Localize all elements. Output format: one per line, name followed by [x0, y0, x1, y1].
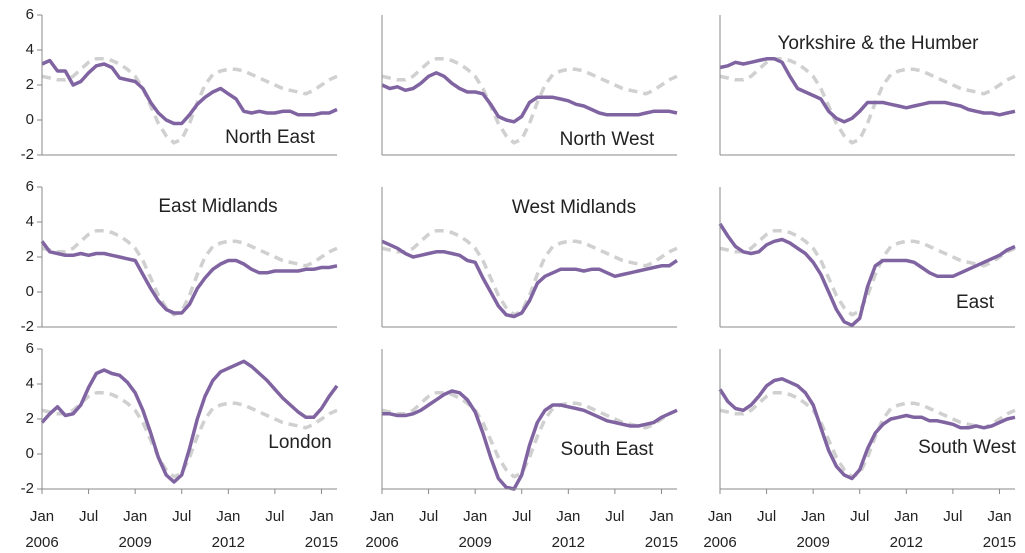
y-tick-label: 4 [26, 213, 34, 230]
x-tick-label: Jan 2012 [890, 508, 923, 551]
series-line [381, 239, 678, 319]
panel-title: East Midlands [158, 196, 277, 217]
series-line [718, 222, 1016, 328]
x-tick-label: Jan 2006 [365, 508, 398, 551]
x-tick-label: Jul [850, 508, 869, 525]
y-tick-label: 6 [26, 6, 34, 23]
x-tick-label: Jul [605, 508, 624, 525]
x-tick-label: Jan 2009 [796, 508, 829, 551]
series-line [40, 359, 339, 484]
y-tick-label: 2 [26, 410, 34, 427]
panel-title: North West [560, 129, 655, 150]
y-tick-label: 0 [26, 445, 34, 462]
series-line [719, 57, 1016, 124]
panel-title: London [268, 432, 331, 453]
series-line [41, 58, 338, 126]
series-line [718, 377, 1016, 481]
y-tick-label: -2 [21, 318, 34, 335]
x-tick-label: Jul [265, 508, 284, 525]
x-tick-label: Jan 2009 [118, 508, 151, 551]
y-tick-label: 4 [26, 375, 34, 392]
x-tick-label: Jan 2012 [212, 508, 245, 551]
y-tick-label: 6 [26, 340, 34, 357]
y-tick-label: 2 [26, 76, 34, 93]
x-tick-label: Jul [757, 508, 776, 525]
y-tick-label: 0 [26, 283, 34, 300]
panel-title: Yorkshire & the Humber [777, 33, 979, 54]
x-tick-label: Jan 2006 [703, 508, 736, 551]
reference-line [719, 391, 1016, 479]
x-tick-label: Jan 2015 [645, 508, 678, 551]
x-tick-label: Jul [79, 508, 98, 525]
y-tick-label: 6 [26, 178, 34, 195]
x-tick-label: Jul [172, 508, 191, 525]
panel-title: East [956, 292, 995, 313]
y-tick-label: 4 [26, 41, 34, 58]
x-tick-label: Jan 2009 [458, 508, 491, 551]
x-tick-label: Jan 2006 [25, 508, 58, 551]
panel-title: South West [918, 437, 1017, 458]
y-tick-label: 0 [26, 111, 34, 128]
panel-title: North East [225, 127, 315, 148]
x-tick-label: Jul [419, 508, 438, 525]
y-tick-label: -2 [21, 146, 34, 163]
panel-title: West Midlands [512, 197, 636, 218]
x-tick-label: Jan 2012 [552, 508, 585, 551]
series-line [40, 240, 338, 315]
series-line [382, 389, 678, 491]
x-tick-label: Jan 2015 [983, 508, 1016, 551]
x-tick-label: Jul [512, 508, 531, 525]
y-tick-label: -2 [21, 480, 34, 497]
series-line [381, 71, 678, 124]
panel-title: South East [561, 439, 655, 460]
x-tick-label: Jul [943, 508, 962, 525]
y-tick-label: 2 [26, 248, 34, 265]
x-tick-label: Jan 2015 [305, 508, 338, 551]
